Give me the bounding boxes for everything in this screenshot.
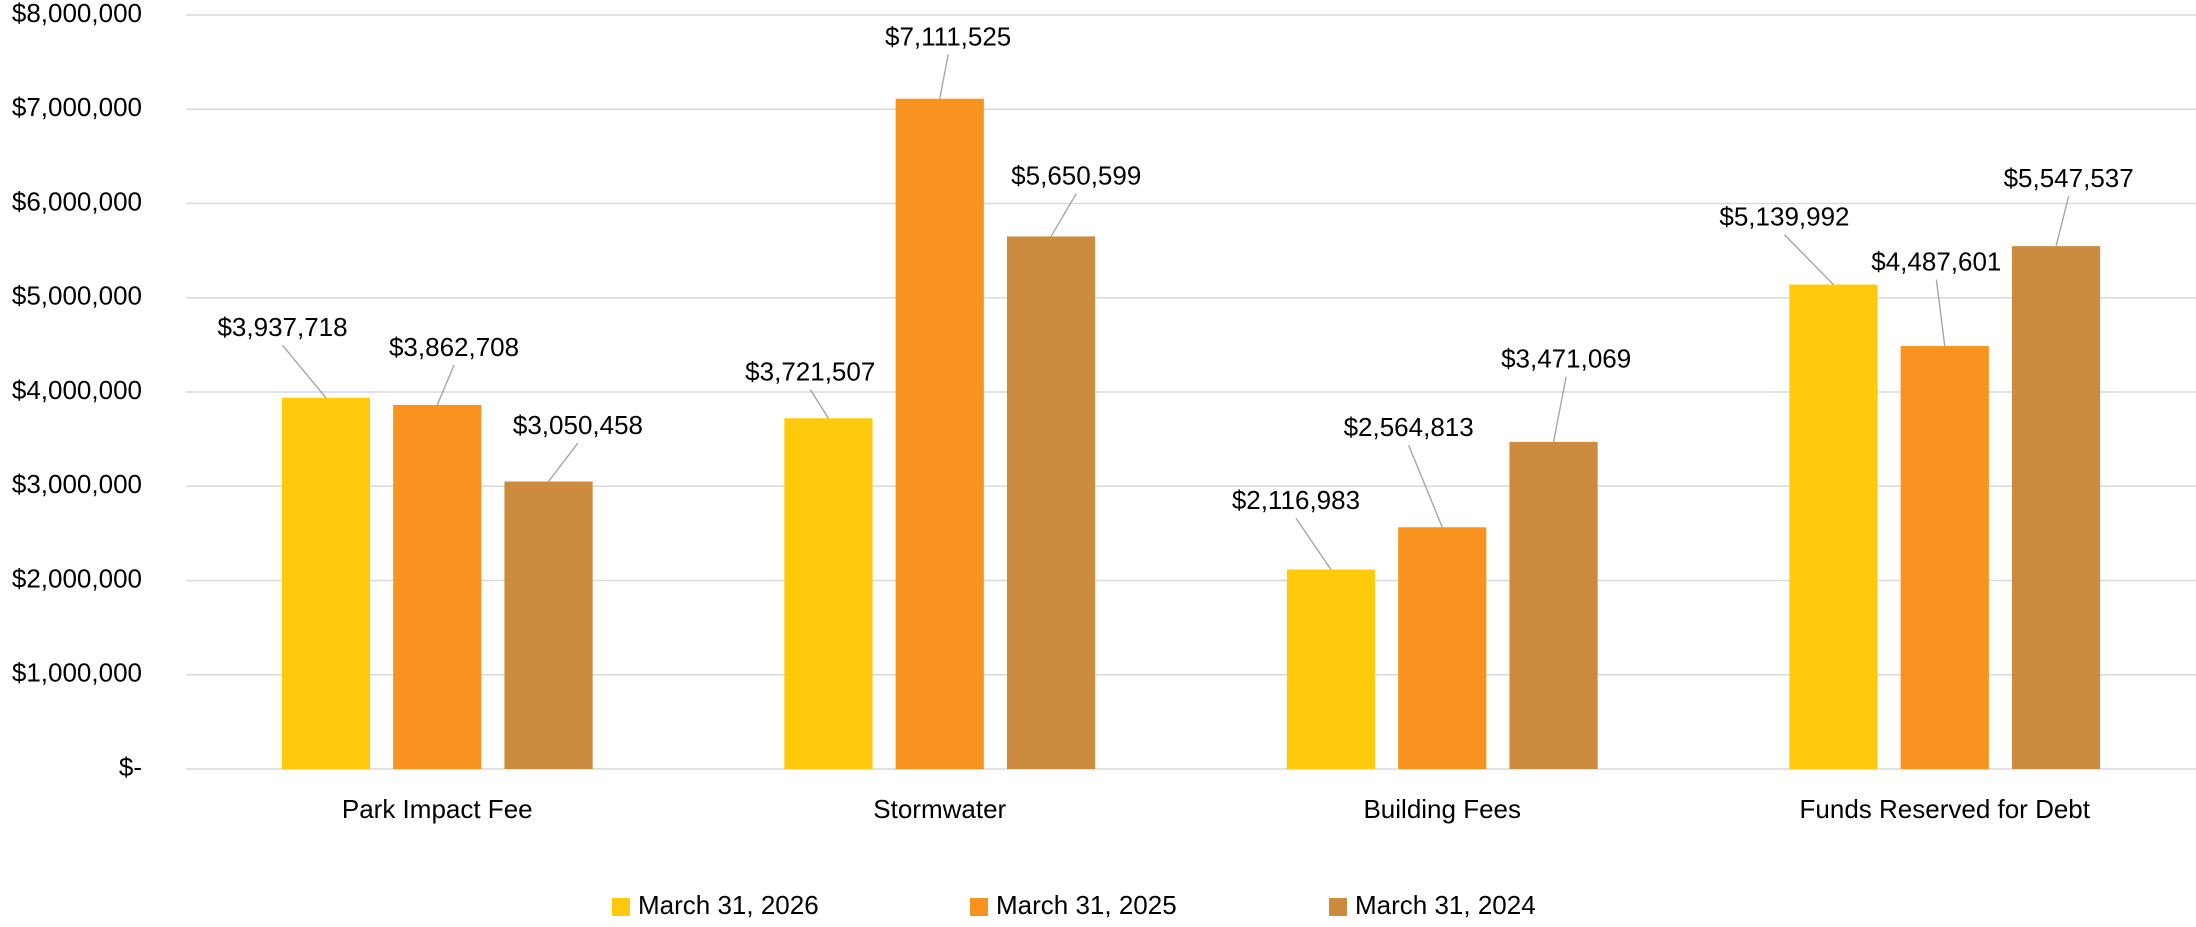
data-label: $2,116,983 (1232, 485, 1360, 515)
leader-line (1050, 193, 1077, 237)
data-label: $3,050,458 (513, 410, 643, 440)
legend-swatch (970, 898, 988, 916)
y-tick-label: $3,000,000 (12, 469, 142, 499)
x-tick-label: Building Fees (1363, 794, 1521, 824)
leader-line (1552, 376, 1567, 442)
legend-label: March 31, 2026 (638, 890, 819, 920)
legend-swatch (612, 898, 630, 916)
x-tick-label: Park Impact Fee (342, 794, 533, 824)
data-label: $3,862,708 (389, 332, 519, 362)
data-label: $3,721,507 (745, 356, 875, 386)
bar (393, 404, 482, 769)
data-label: $4,487,601 (1871, 246, 2001, 276)
legend-swatch (1329, 898, 1347, 916)
data-label: $3,937,718 (217, 312, 347, 342)
leader-line (1408, 445, 1443, 528)
bar (1398, 527, 1487, 769)
leader-line (1783, 234, 1834, 286)
bar (504, 481, 593, 769)
leader-line (436, 364, 455, 406)
legend-label: March 31, 2024 (1355, 890, 1536, 920)
y-tick-label: $4,000,000 (12, 375, 142, 405)
data-label: $5,650,599 (1011, 161, 1141, 191)
data-label: $2,564,813 (1344, 412, 1474, 442)
data-label: $3,471,069 (1501, 344, 1631, 374)
y-tick-label: $6,000,000 (12, 186, 142, 216)
x-tick-label: Funds Reserved for Debt (1800, 794, 2091, 824)
data-label: $5,547,537 (2004, 163, 2134, 193)
leader-line (2055, 196, 2070, 247)
y-tick-label: $1,000,000 (12, 658, 142, 688)
leader-line (547, 442, 579, 482)
y-tick-label: $- (119, 752, 142, 782)
leader-line (282, 344, 327, 399)
data-label: $5,139,992 (1719, 202, 1849, 232)
y-tick-label: $8,000,000 (12, 0, 142, 28)
y-tick-label: $7,000,000 (12, 92, 142, 122)
x-tick-label: Stormwater (873, 794, 1006, 824)
bar (1789, 284, 1878, 769)
bar (281, 397, 371, 769)
leader-line (809, 389, 830, 419)
bar (1286, 569, 1376, 769)
bar (1006, 236, 1096, 770)
bar (1509, 441, 1598, 769)
legend-label: March 31, 2025 (996, 890, 1177, 920)
y-tick-label: $2,000,000 (12, 563, 142, 593)
bar (2011, 246, 2101, 769)
bar (895, 98, 984, 769)
leader-line (1935, 279, 1946, 347)
data-label: $7,111,525 (885, 21, 1011, 51)
leader-line (1295, 517, 1332, 570)
bar (784, 418, 873, 769)
y-tick-label: $5,000,000 (12, 281, 142, 311)
leader-line (939, 54, 949, 99)
bar (1900, 346, 1989, 769)
